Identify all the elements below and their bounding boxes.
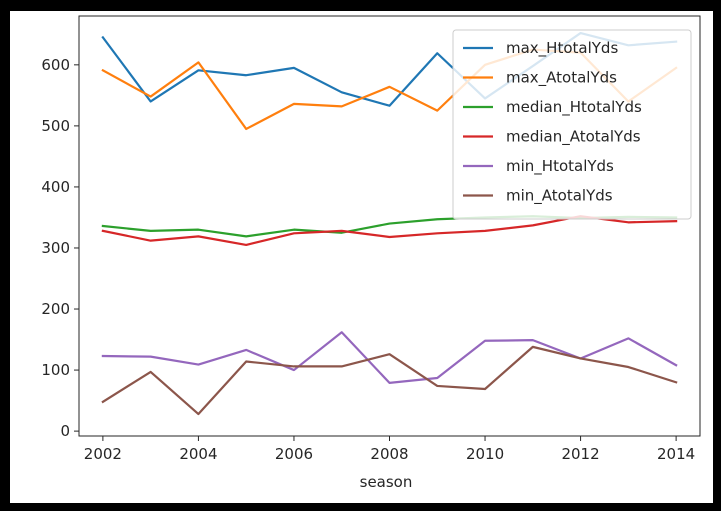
x-tick-label: 2006 — [275, 445, 313, 463]
x-tick-label: 2004 — [179, 445, 217, 463]
y-tick-label: 300 — [41, 239, 70, 257]
x-axis-title: season — [360, 473, 413, 491]
x-tick-label: 2014 — [657, 445, 695, 463]
x-axis: 2002 2004 2006 2008 2010 2012 2014 — [84, 436, 695, 463]
x-tick-label: 2012 — [561, 445, 599, 463]
x-tick-label: 2002 — [84, 445, 122, 463]
legend-label: max_HtotalYds — [506, 39, 618, 58]
legend-label: median_AtotalYds — [506, 128, 641, 147]
legend-label: max_AtotalYds — [506, 69, 617, 88]
y-tick-label: 600 — [41, 56, 70, 74]
y-tick-label: 400 — [41, 178, 70, 196]
series-line-min_AtotalYds — [101, 345, 678, 416]
x-tick-label: 2008 — [370, 445, 408, 463]
y-tick-label: 100 — [41, 361, 70, 379]
x-tick-label: 2010 — [466, 445, 504, 463]
legend-label: min_AtotalYds — [506, 187, 613, 206]
legend: max_HtotalYds max_AtotalYds median_HtotalY… — [452, 29, 692, 220]
series-line-min_HtotalYds — [101, 331, 678, 384]
legend-box — [452, 29, 692, 220]
line-chart: 2002 2004 2006 2008 2010 2012 2014 0 100 200 300 4… — [41, 15, 701, 491]
y-axis: 0 100 200 300 400 500 600 — [41, 56, 79, 440]
y-tick-label: 500 — [41, 117, 70, 135]
chart-frame: 2002 2004 2006 2008 2010 2012 2014 0 100 200 300 4… — [10, 11, 713, 503]
legend-label: min_HtotalYds — [506, 157, 614, 176]
y-tick-label: 0 — [60, 422, 70, 440]
legend-label: median_HtotalYds — [506, 98, 642, 117]
y-tick-label: 200 — [41, 300, 70, 318]
